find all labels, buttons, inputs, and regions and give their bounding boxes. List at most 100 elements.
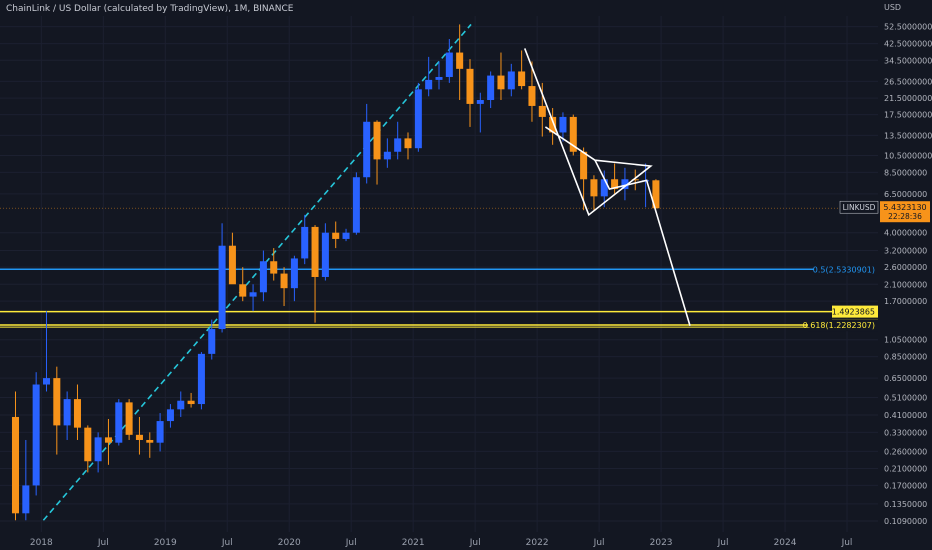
candle-countdown: 22:28:36	[888, 212, 922, 221]
candle-body	[280, 273, 288, 289]
candle-body	[42, 378, 50, 385]
y-tick-label: 0.1350000	[884, 500, 927, 509]
x-tick-label: 2021	[402, 538, 425, 548]
y-tick-label: 17.5000000	[884, 111, 932, 120]
x-tick-label: 2024	[774, 538, 797, 548]
y-tick-label: 1.0500000	[884, 336, 927, 345]
candle-body	[270, 261, 278, 274]
candle-body	[363, 121, 371, 178]
y-tick-label: 0.1700000	[884, 481, 927, 490]
candle-body	[559, 116, 567, 133]
x-tick-label: Jul	[97, 538, 109, 548]
candle-body	[146, 439, 154, 443]
x-tick-label: Jul	[469, 538, 481, 548]
y-tick-label: 4.0000000	[884, 229, 927, 238]
candle-body	[290, 258, 298, 289]
y-tick-label: 0.3300000	[884, 428, 927, 437]
candle-body	[435, 76, 443, 80]
candle-body	[466, 68, 474, 104]
candle-body	[63, 399, 71, 426]
y-tick-label: 21.5000000	[884, 94, 932, 103]
support-upper-label: 1.4923865	[832, 308, 875, 317]
x-tick-label: 2023	[650, 538, 673, 548]
y-axis-currency: USD	[884, 3, 901, 12]
candle-body	[125, 402, 133, 435]
x-tick-label: Jul	[593, 538, 605, 548]
candle-body	[166, 409, 174, 422]
candle-body	[445, 52, 453, 77]
candle-body	[11, 416, 20, 514]
candle-body	[394, 138, 402, 152]
x-tick-label: 2019	[154, 538, 177, 548]
candle-body	[53, 378, 61, 426]
y-tick-label: 52.5000000	[884, 23, 932, 32]
candle-body	[590, 179, 598, 197]
y-tick-label: 34.5000000	[884, 56, 932, 65]
x-tick-label: 2022	[526, 538, 549, 548]
current-price-label: 5.4323130	[883, 203, 926, 212]
x-tick-label: Jul	[221, 538, 233, 548]
y-tick-label: 10.5000000	[884, 151, 932, 160]
candle-body	[352, 177, 360, 233]
candle-body	[518, 71, 526, 87]
y-tick-label: 0.2600000	[884, 447, 927, 456]
candle-body	[425, 79, 433, 90]
candle-body	[456, 52, 464, 69]
candle-body	[197, 353, 205, 405]
x-tick-label: 2020	[278, 538, 301, 548]
candle-body	[187, 400, 195, 405]
candle-body	[218, 245, 226, 330]
y-tick-label: 3.2000000	[884, 247, 927, 256]
candle-body	[631, 179, 639, 181]
candle-body	[84, 427, 92, 462]
candle-body	[528, 86, 536, 106]
candle-body	[621, 179, 629, 190]
candle-body	[538, 105, 546, 117]
current-price-tag-bg	[880, 201, 930, 223]
candle-body	[301, 226, 309, 259]
candle-body	[497, 75, 505, 90]
candle-body	[383, 151, 391, 160]
candle-body	[249, 292, 257, 297]
y-tick-label: 26.5000000	[884, 77, 932, 86]
candle-body	[228, 245, 236, 285]
candle-body	[22, 485, 30, 514]
candle-body	[177, 400, 185, 410]
candle-body	[373, 121, 381, 160]
x-tick-label: Jul	[717, 538, 729, 548]
y-tick-label: 0.6500000	[884, 374, 927, 383]
candle-body	[487, 75, 495, 101]
x-tick-label: Jul	[345, 538, 357, 548]
candle-body	[94, 437, 102, 462]
x-tick-label: Jul	[841, 538, 853, 548]
y-tick-label: 0.2100000	[884, 465, 927, 474]
candle-body	[73, 399, 81, 428]
y-tick-label: 0.1090000	[884, 517, 927, 526]
candle-body	[600, 179, 608, 197]
candle-body	[332, 232, 340, 239]
support-upper-label-bg	[832, 305, 878, 318]
candle-body	[239, 284, 247, 297]
candle-body	[580, 151, 588, 180]
fib-0.5-label-bg	[814, 263, 878, 276]
y-tick-label: 0.5100000	[884, 394, 927, 403]
y-tick-label: 0.8500000	[884, 353, 927, 362]
symbol-tag-bg	[839, 200, 879, 214]
candle-body	[115, 402, 123, 443]
fib-0.618-label: 0.618(1.2282307)	[803, 321, 875, 330]
candle-body	[208, 329, 216, 354]
candle-body	[104, 437, 112, 443]
fib-0.618-label-bg	[808, 319, 878, 332]
symbol-tag: LINKUSD	[843, 203, 876, 212]
y-tick-label: 6.5000000	[884, 190, 927, 199]
y-tick-label: 8.5000000	[884, 168, 927, 177]
y-tick-label: 0.4100000	[884, 411, 927, 420]
candle-body	[404, 138, 412, 149]
y-tick-label: 2.6000000	[884, 263, 927, 272]
fib-0.5-label: 0.5(2.5330901)	[813, 265, 875, 274]
candle-body	[414, 89, 422, 149]
candle-body	[611, 179, 619, 190]
projection-drawing	[594, 159, 691, 327]
y-tick-label: 42.5000000	[884, 40, 932, 49]
